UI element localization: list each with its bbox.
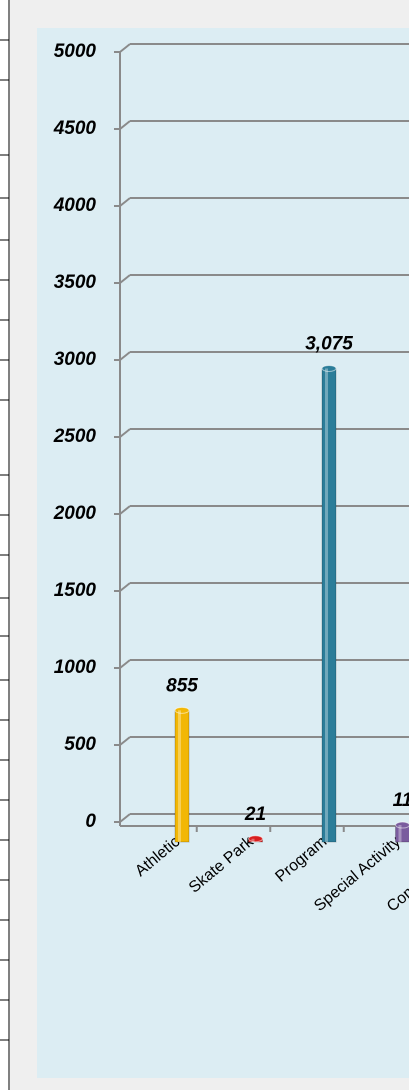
bar-top bbox=[248, 835, 263, 843]
value-label: 21 bbox=[244, 804, 266, 825]
bar-top bbox=[174, 706, 190, 714]
bar-top bbox=[395, 821, 409, 829]
bar-top bbox=[321, 364, 337, 372]
sheet-edge bbox=[0, 0, 10, 1090]
grid-depth bbox=[119, 120, 131, 130]
bar-shine bbox=[398, 825, 402, 842]
grid-depth bbox=[119, 43, 131, 53]
bar bbox=[321, 367, 337, 843]
y-tick-label: 2000 bbox=[53, 503, 97, 524]
grid-depth bbox=[119, 813, 131, 823]
grid-depth bbox=[119, 505, 131, 515]
y-tick-label: 0 bbox=[85, 811, 96, 832]
y-tick-label: 2500 bbox=[53, 426, 97, 447]
grid-depth bbox=[119, 582, 131, 592]
grid-depth bbox=[119, 197, 131, 207]
grid-depth bbox=[119, 736, 131, 746]
value-label: 11 bbox=[393, 790, 409, 811]
y-tick-label: 4500 bbox=[53, 118, 97, 139]
grid-depth bbox=[119, 274, 131, 284]
value-label: 855 bbox=[166, 675, 198, 696]
value-label: 3,075 bbox=[305, 333, 353, 354]
bar-shine bbox=[178, 710, 181, 842]
y-tick-label: 3500 bbox=[54, 272, 97, 293]
y-tick-label: 3000 bbox=[54, 349, 97, 370]
bar-shine bbox=[251, 838, 255, 842]
y-tick-label: 5000 bbox=[54, 41, 97, 62]
bar bbox=[174, 709, 190, 843]
bar-shine bbox=[325, 368, 328, 842]
y-tick-label: 4000 bbox=[53, 195, 97, 216]
grid-depth bbox=[119, 428, 131, 438]
y-tick-label: 500 bbox=[64, 734, 96, 755]
grid-depth bbox=[119, 659, 131, 669]
y-tick-label: 1500 bbox=[54, 580, 97, 601]
plot-area bbox=[37, 28, 409, 1078]
grid-depth bbox=[119, 351, 131, 361]
y-tick-label: 1000 bbox=[54, 657, 97, 678]
